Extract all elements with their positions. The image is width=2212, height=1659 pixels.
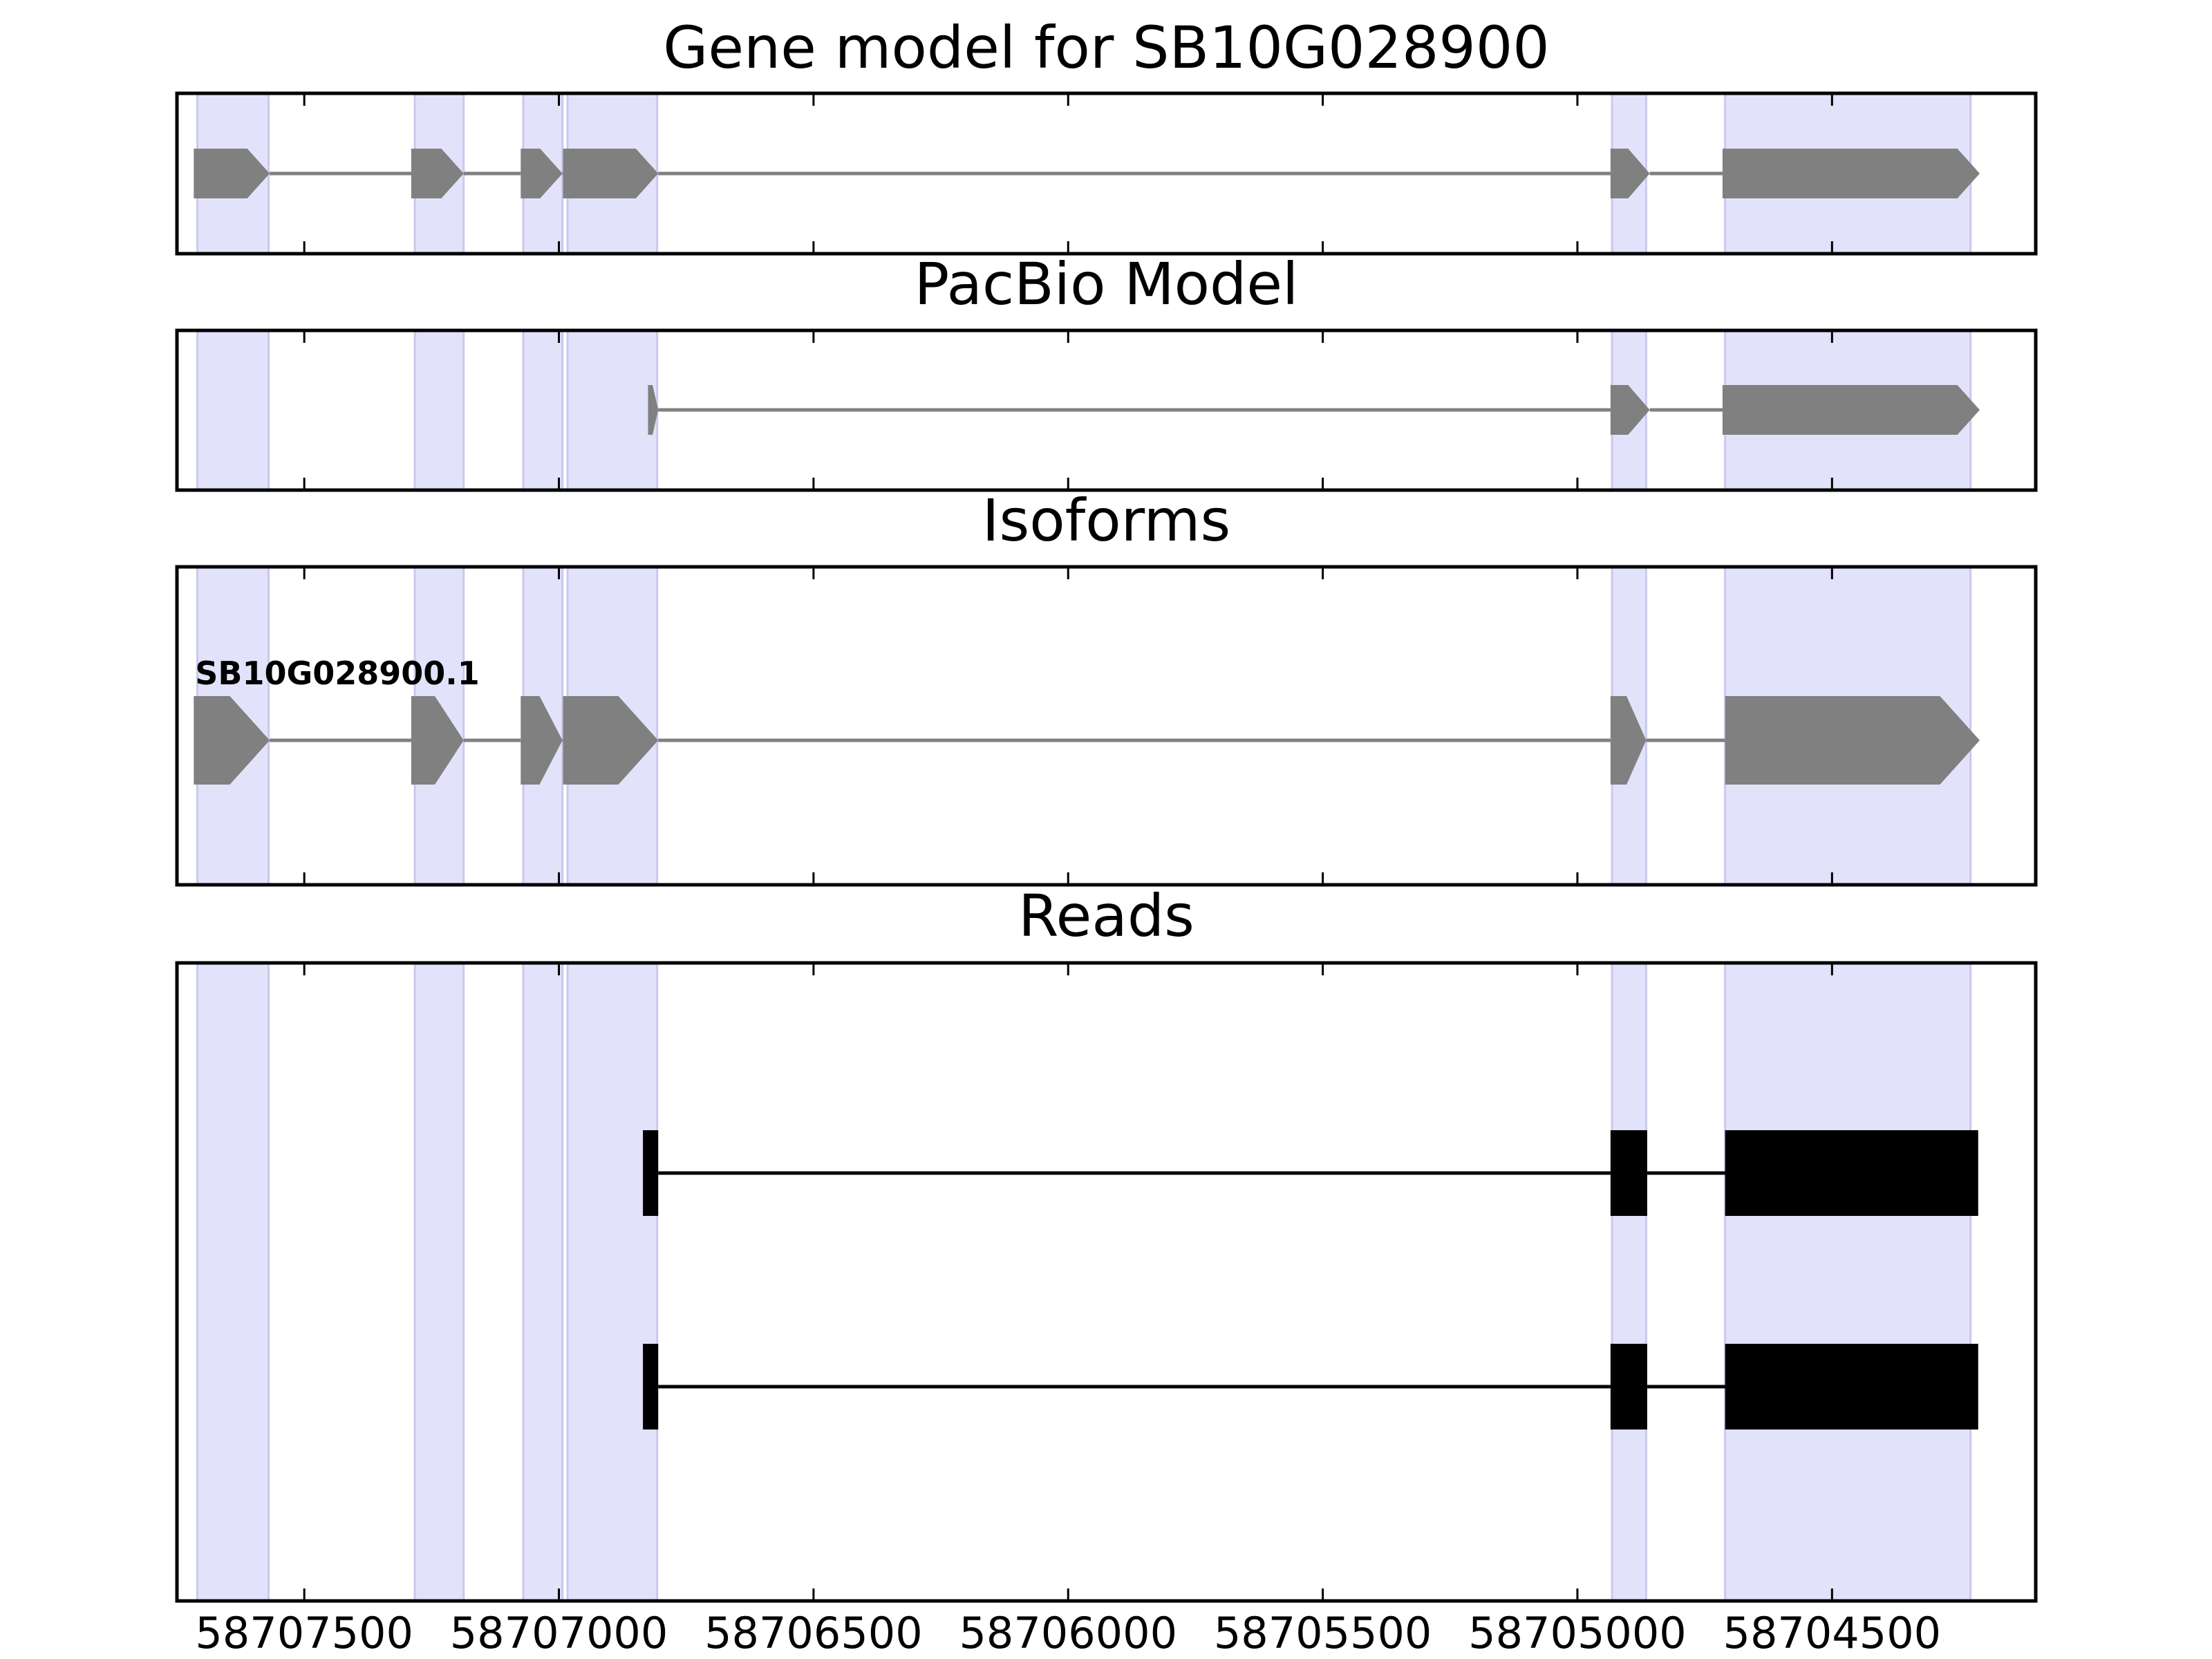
exon-arrow <box>1725 696 1980 785</box>
exon-highlight-band <box>413 329 465 491</box>
transcript-row <box>643 1130 1978 1216</box>
read-exon-block <box>643 1344 659 1430</box>
exon-arrow <box>194 149 270 198</box>
exon-highlight-band <box>1724 962 1972 1602</box>
panel-title: Gene model for SB10G028900 <box>663 14 1549 82</box>
transcript-row: SB10G028900.1 <box>194 655 1980 785</box>
read-exon-block <box>1725 1344 1978 1430</box>
panel-title: Reads <box>1018 882 1194 950</box>
exon-highlight-band <box>196 962 270 1602</box>
isoform-label: SB10G028900.1 <box>195 655 479 692</box>
panel-title: Isoforms <box>982 487 1231 554</box>
exon-arrow <box>1722 149 1980 198</box>
x-axis-tick-labels: 58707500 58707000 58706500 58706000 58705500… <box>195 1608 1941 1658</box>
exon-highlight-band <box>522 329 564 491</box>
panel-frame <box>175 961 2038 1603</box>
exon-arrow <box>648 385 659 435</box>
exon-highlight-band <box>196 329 270 491</box>
x-tick-label: 58707000 <box>450 1608 668 1658</box>
exon-arrow <box>1610 385 1650 435</box>
read-exon-block <box>1610 1344 1647 1430</box>
exon-highlight-band <box>522 962 564 1602</box>
x-tick-label: 58705000 <box>1468 1608 1687 1658</box>
transcript-row <box>643 1344 1978 1430</box>
exon-highlight-band <box>566 962 659 1602</box>
x-tick-label: 58707500 <box>195 1608 413 1658</box>
exon-arrow <box>411 696 464 785</box>
exon-arrow <box>194 696 270 785</box>
exon-arrow <box>1610 149 1650 198</box>
exon-arrow <box>563 149 659 198</box>
exon-highlight-band <box>566 329 659 491</box>
panel-isoforms: Isoforms SB10G028900.1 <box>175 487 2038 887</box>
read-exon-block <box>1725 1130 1978 1216</box>
panel-title: PacBio Model <box>915 250 1299 318</box>
panel-reads: Reads <box>175 882 2038 1603</box>
exon-arrow <box>1610 696 1647 785</box>
panel-frame <box>175 565 2038 887</box>
exon-arrow <box>563 696 659 785</box>
transcript-row <box>648 385 1980 435</box>
exon-arrow <box>521 696 563 785</box>
x-tick-label: 58706500 <box>704 1608 923 1658</box>
read-exon-block <box>1610 1130 1647 1216</box>
exon-highlight-band <box>413 962 465 1602</box>
panel-frame <box>175 91 2038 256</box>
panel-frame <box>175 328 2038 492</box>
x-tick-label: 58704500 <box>1723 1608 1942 1658</box>
transcript-row <box>194 149 1980 198</box>
read-exon-block <box>643 1130 659 1216</box>
x-tick-label: 58705500 <box>1214 1608 1432 1658</box>
panel-gene-model: Gene model for SB10G028900 <box>175 14 2038 256</box>
exon-arrow <box>1722 385 1980 435</box>
exon-highlight-band <box>1611 962 1647 1602</box>
exon-arrow <box>521 149 563 198</box>
panel-pacbio-model: PacBio Model <box>175 250 2038 492</box>
x-tick-label: 58706000 <box>959 1608 1177 1658</box>
exon-arrow <box>411 149 464 198</box>
